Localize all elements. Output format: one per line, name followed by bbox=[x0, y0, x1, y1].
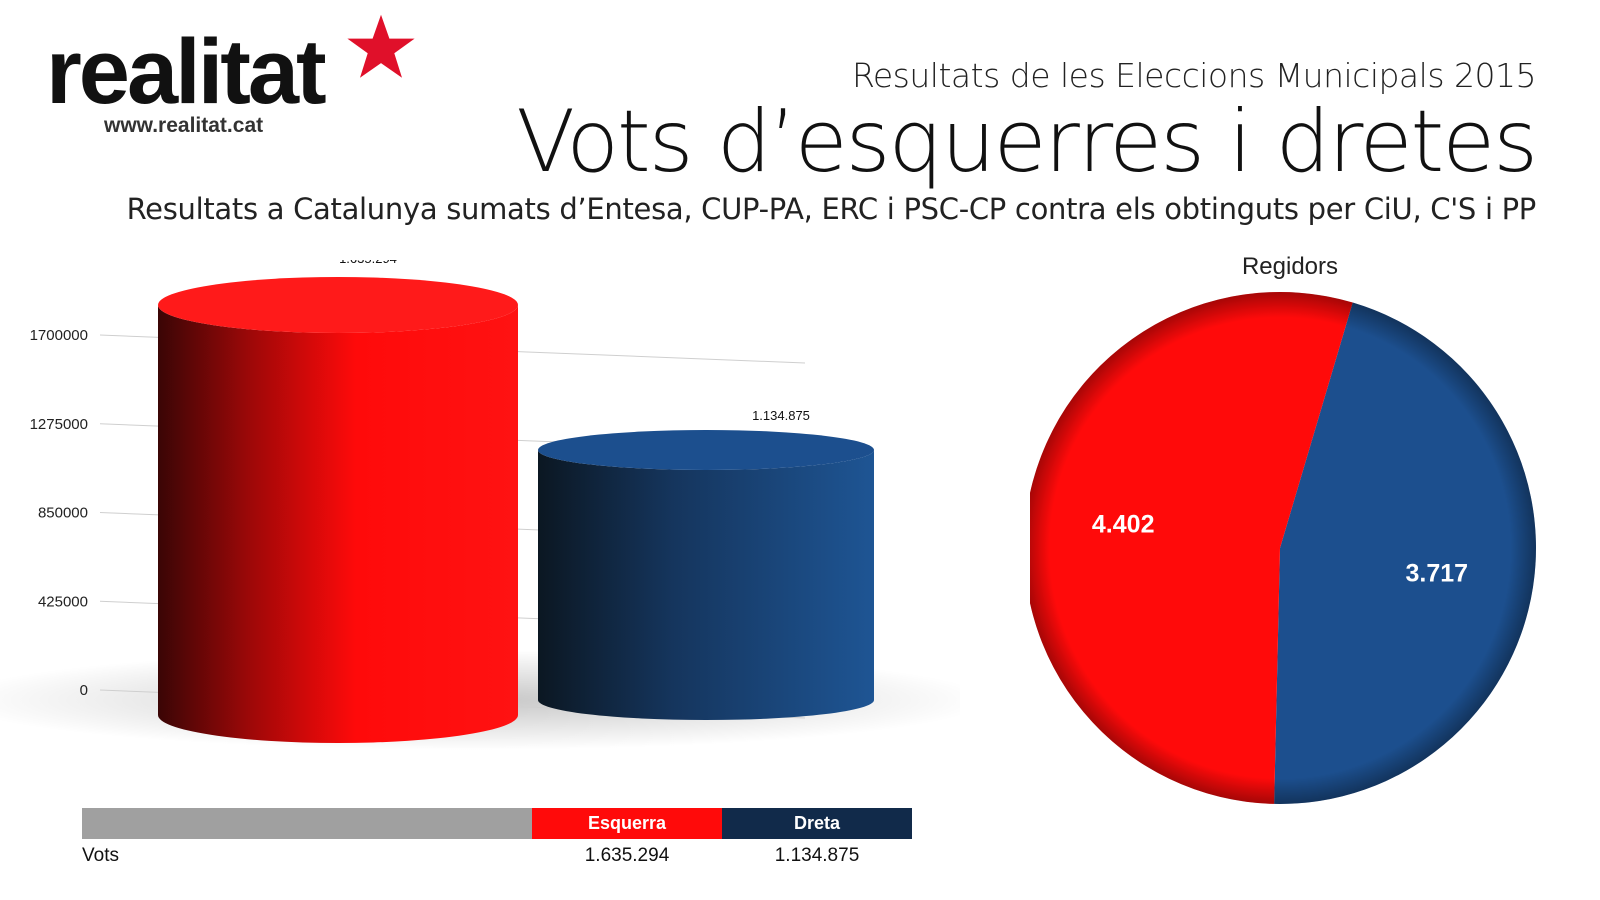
bar-top bbox=[158, 277, 518, 333]
bars: 1.635.294 1.134.875 bbox=[158, 260, 874, 743]
page-title: Vots d’esquerres i dretes bbox=[516, 92, 1538, 192]
y-tick-label: 1700000 bbox=[30, 327, 88, 344]
bar-body bbox=[538, 450, 874, 720]
pie-rim-shade bbox=[1030, 292, 1536, 804]
pie-data-label: 3.717 bbox=[1406, 560, 1469, 588]
data-table: Esquerra Dreta Vots 1.635.294 1.134.875 bbox=[82, 808, 932, 869]
table-row-label: Vots bbox=[82, 845, 119, 866]
page-supertitle: Resultats de les Eleccions Municipals 20… bbox=[851, 56, 1537, 95]
pie-slices: 3.717 4.402 bbox=[1030, 292, 1536, 804]
brand-url: www.realitat.cat bbox=[104, 114, 264, 137]
table-header-row: Esquerra Dreta bbox=[82, 808, 932, 839]
brand-wordmark: realitat bbox=[46, 21, 327, 123]
bar-dreta: 1.134.875 bbox=[538, 408, 874, 720]
pie-title: Regidors bbox=[1241, 253, 1339, 280]
bar-top bbox=[538, 430, 874, 470]
votes-bar-chart: 0 425000 850000 1275000 1700000 1.635.294 1.1… bbox=[0, 260, 960, 750]
page-subtitle: Resultats a Catalunya sumats d’Entesa, C… bbox=[126, 192, 1537, 226]
bar-esquerra: 1.635.294 bbox=[158, 260, 518, 743]
y-axis-ticks: 0 425000 850000 1275000 1700000 bbox=[30, 327, 88, 699]
y-tick-label: 850000 bbox=[38, 505, 88, 522]
y-tick-label: 0 bbox=[80, 682, 88, 699]
y-tick-label: 1275000 bbox=[30, 416, 88, 433]
bar-data-label: 1.134.875 bbox=[752, 408, 810, 423]
table-header-blank bbox=[82, 808, 532, 839]
legend-esquerra: Esquerra bbox=[532, 808, 722, 839]
bar-body bbox=[158, 305, 518, 743]
bar-data-label: 1.635.294 bbox=[339, 260, 397, 266]
table-cell-esquerra: 1.635.294 bbox=[584, 845, 670, 866]
legend-dreta: Dreta bbox=[722, 808, 912, 839]
star-icon bbox=[347, 14, 415, 78]
y-tick-label: 425000 bbox=[38, 593, 88, 610]
regidors-pie-chart: 3.717 4.402 bbox=[1030, 292, 1536, 804]
brand-logo: realitat www.realitat.cat bbox=[46, 14, 426, 140]
table-cell-dreta: 1.134.875 bbox=[774, 845, 860, 866]
pie-data-label: 4.402 bbox=[1092, 510, 1155, 538]
table-row: Vots 1.635.294 1.134.875 bbox=[82, 839, 932, 869]
